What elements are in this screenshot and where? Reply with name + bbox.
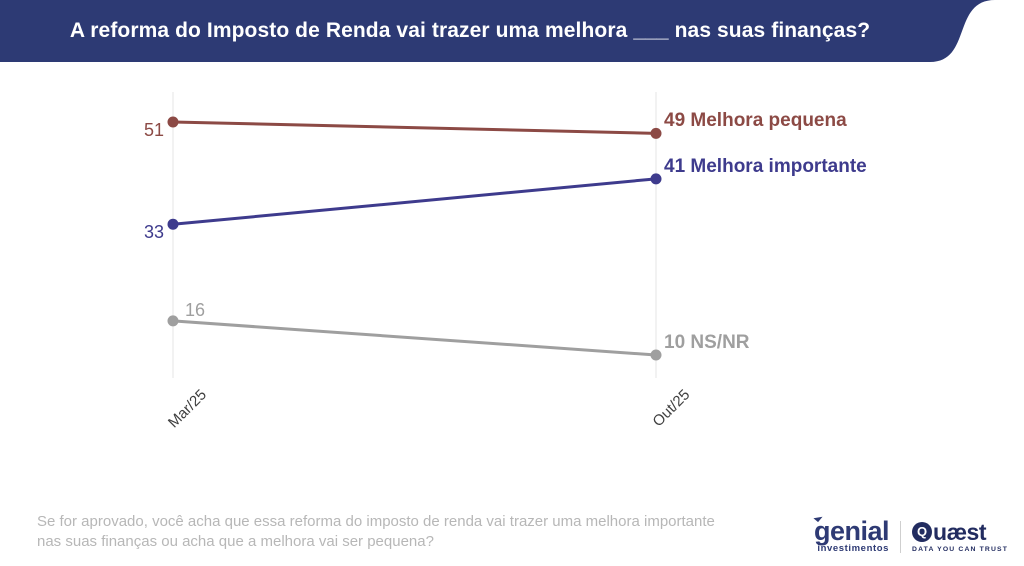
survey-question-line-2: nas suas finanças ou acha que a melhora …: [37, 532, 434, 550]
brand-logos: genial investimentos Q uæst DATA YOU CAN…: [813, 512, 1008, 554]
quaest-q-icon: Q: [912, 521, 933, 542]
series-start-value: 16: [185, 299, 206, 320]
survey-question: Se for aprovado, você acha que essa refo…: [37, 512, 715, 551]
quaest-wordmark: uæst: [933, 518, 986, 545]
series-end-label: 41 Melhora importante: [664, 155, 867, 177]
series-start-value: 33: [143, 222, 164, 243]
genial-wordmark: genial: [813, 512, 890, 546]
series-end-label: 49 Melhora pequena: [664, 110, 847, 132]
page-title: A reforma do Imposto de Renda vai trazer…: [69, 19, 871, 42]
question-banner: A reforma do Imposto de Renda vai trazer…: [0, 0, 1024, 62]
series-end-label: 10 NS/NR: [664, 332, 750, 353]
banner-curve-decoration: [930, 0, 1024, 62]
genial-subtitle: investimentos: [817, 543, 890, 554]
quaest-logo: Q uæst DATA YOU CAN TRUST: [912, 518, 1008, 553]
quaest-tagline: DATA YOU CAN TRUST: [912, 545, 1008, 553]
genial-wordmark-text: genial: [814, 516, 890, 546]
series-start-value: 51: [143, 119, 164, 140]
genial-logo: genial investimentos: [813, 512, 890, 554]
survey-question-line-1: Se for aprovado, você acha que essa refo…: [37, 513, 715, 530]
logo-divider: [900, 520, 902, 553]
